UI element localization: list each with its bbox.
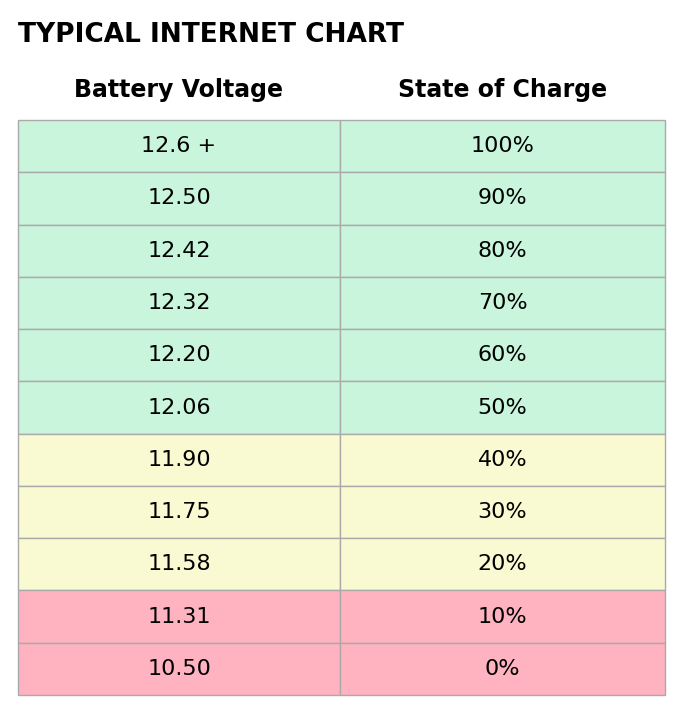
Text: Battery Voltage: Battery Voltage <box>75 78 284 102</box>
Text: 80%: 80% <box>477 241 528 261</box>
Text: State of Charge: State of Charge <box>398 78 607 102</box>
Bar <box>340 434 665 486</box>
Text: 11.31: 11.31 <box>147 606 210 627</box>
Text: 60%: 60% <box>477 345 528 365</box>
Text: 30%: 30% <box>477 502 528 522</box>
Text: 70%: 70% <box>477 293 528 313</box>
Text: 10.50: 10.50 <box>147 659 211 679</box>
Bar <box>18 538 340 591</box>
Bar <box>340 486 665 538</box>
Bar <box>18 277 340 329</box>
Bar <box>340 329 665 381</box>
Text: 100%: 100% <box>470 136 535 156</box>
Bar <box>340 591 665 643</box>
Text: 11.75: 11.75 <box>147 502 210 522</box>
Text: TYPICAL INTERNET CHART: TYPICAL INTERNET CHART <box>18 22 404 48</box>
Bar <box>340 173 665 224</box>
Text: 20%: 20% <box>477 555 528 574</box>
Text: 11.58: 11.58 <box>147 555 210 574</box>
Bar <box>18 434 340 486</box>
Text: 11.90: 11.90 <box>147 449 210 470</box>
Text: 50%: 50% <box>477 398 528 417</box>
Bar <box>18 643 340 695</box>
Bar <box>18 329 340 381</box>
Bar <box>340 277 665 329</box>
Text: 12.20: 12.20 <box>147 345 210 365</box>
Bar <box>18 486 340 538</box>
Bar <box>18 381 340 434</box>
Text: 12.6 +: 12.6 + <box>141 136 217 156</box>
Bar <box>340 120 665 173</box>
Text: 12.06: 12.06 <box>147 398 210 417</box>
Text: 12.32: 12.32 <box>147 293 210 313</box>
Bar <box>340 224 665 277</box>
Bar <box>340 538 665 591</box>
Text: 0%: 0% <box>484 659 520 679</box>
Bar <box>18 173 340 224</box>
Text: 90%: 90% <box>477 188 528 209</box>
Text: 40%: 40% <box>477 449 528 470</box>
Text: 10%: 10% <box>477 606 528 627</box>
Bar <box>18 591 340 643</box>
Bar <box>340 381 665 434</box>
Bar <box>18 224 340 277</box>
Text: 12.42: 12.42 <box>147 241 210 261</box>
Bar <box>340 643 665 695</box>
Text: 12.50: 12.50 <box>147 188 211 209</box>
Bar <box>18 120 340 173</box>
